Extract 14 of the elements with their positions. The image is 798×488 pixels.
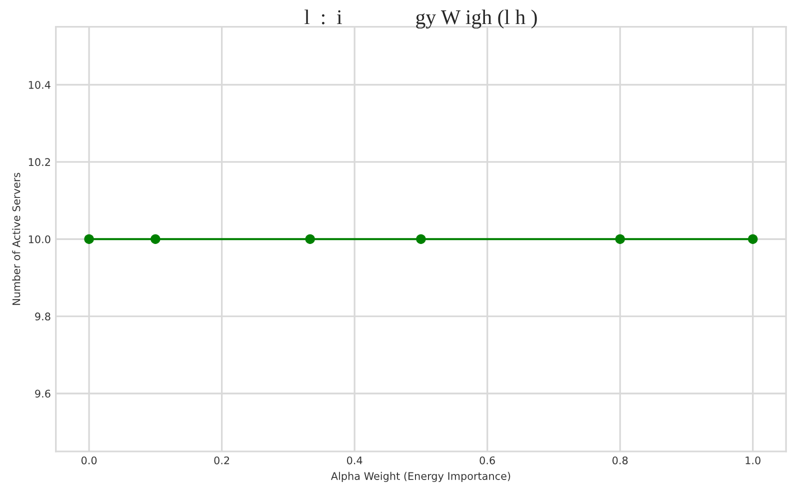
x-tick-label: 0.4 [346, 456, 362, 464]
y-tick-label: 9.6 [35, 390, 50, 398]
x-tick-label: 1.0 [746, 456, 760, 464]
x-tick-label: 0.6 [480, 456, 495, 464]
y-tick-label: 10.4 [28, 80, 50, 89]
x-tick-label: 0.0 [81, 456, 97, 464]
chart-title: l : i gy W igh (l h ) [304, 10, 537, 29]
y-axis-title: Number of Active Servers [12, 172, 20, 305]
y-tick-label: 9.8 [35, 312, 50, 320]
y-tick-label: 10.2 [28, 158, 50, 166]
x-axis-title: Alpha Weight (Energy Importance) [330, 472, 510, 482]
y-tick-label: 10.0 [28, 235, 50, 244]
x-tick-label: 0.2 [214, 456, 230, 464]
x-tick-label: 0.8 [612, 456, 628, 464]
